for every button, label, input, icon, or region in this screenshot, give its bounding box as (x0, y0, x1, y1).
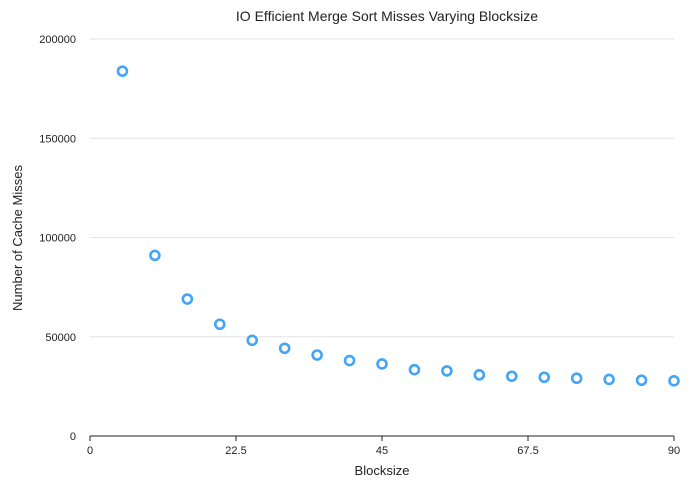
y-tick-label: 50000 (45, 332, 76, 344)
data-point (635, 374, 648, 387)
chart-title: IO Efficient Merge Sort Misses Varying B… (236, 8, 538, 24)
y-tick-label: 200000 (39, 34, 76, 46)
data-point (538, 371, 551, 384)
x-tick-label: 90 (668, 445, 680, 457)
data-point (441, 365, 453, 377)
data-point (311, 349, 323, 361)
axes (89, 435, 675, 441)
data-point (149, 249, 161, 262)
y-tick-label: 150000 (39, 133, 76, 145)
data-point (116, 65, 129, 77)
y-tick-label: 100000 (39, 233, 76, 245)
x-tick-label: 67.5 (517, 445, 538, 457)
data-point (408, 363, 421, 376)
data-point (246, 334, 259, 347)
x-tick-label: 45 (376, 445, 388, 457)
y-axis-label: Number of Cache Misses (10, 165, 25, 311)
data-points (116, 65, 680, 387)
data-point (181, 293, 194, 305)
data-point (376, 358, 388, 370)
x-tick-label: 0 (87, 445, 93, 457)
data-point (278, 342, 291, 355)
data-point (473, 369, 486, 381)
gridlines (90, 38, 674, 338)
data-point (213, 318, 226, 331)
data-point (570, 372, 583, 385)
data-point (505, 370, 518, 383)
data-point (343, 354, 356, 367)
x-tick-label: 22.5 (225, 445, 246, 457)
data-point (668, 375, 680, 387)
tick-labels: 0 50000 100000 150000 200000 0 22.5 45 67.5 90 (39, 34, 680, 457)
y-tick-label: 0 (70, 431, 76, 443)
data-point (603, 373, 615, 386)
x-axis-label: Blocksize (355, 463, 410, 478)
